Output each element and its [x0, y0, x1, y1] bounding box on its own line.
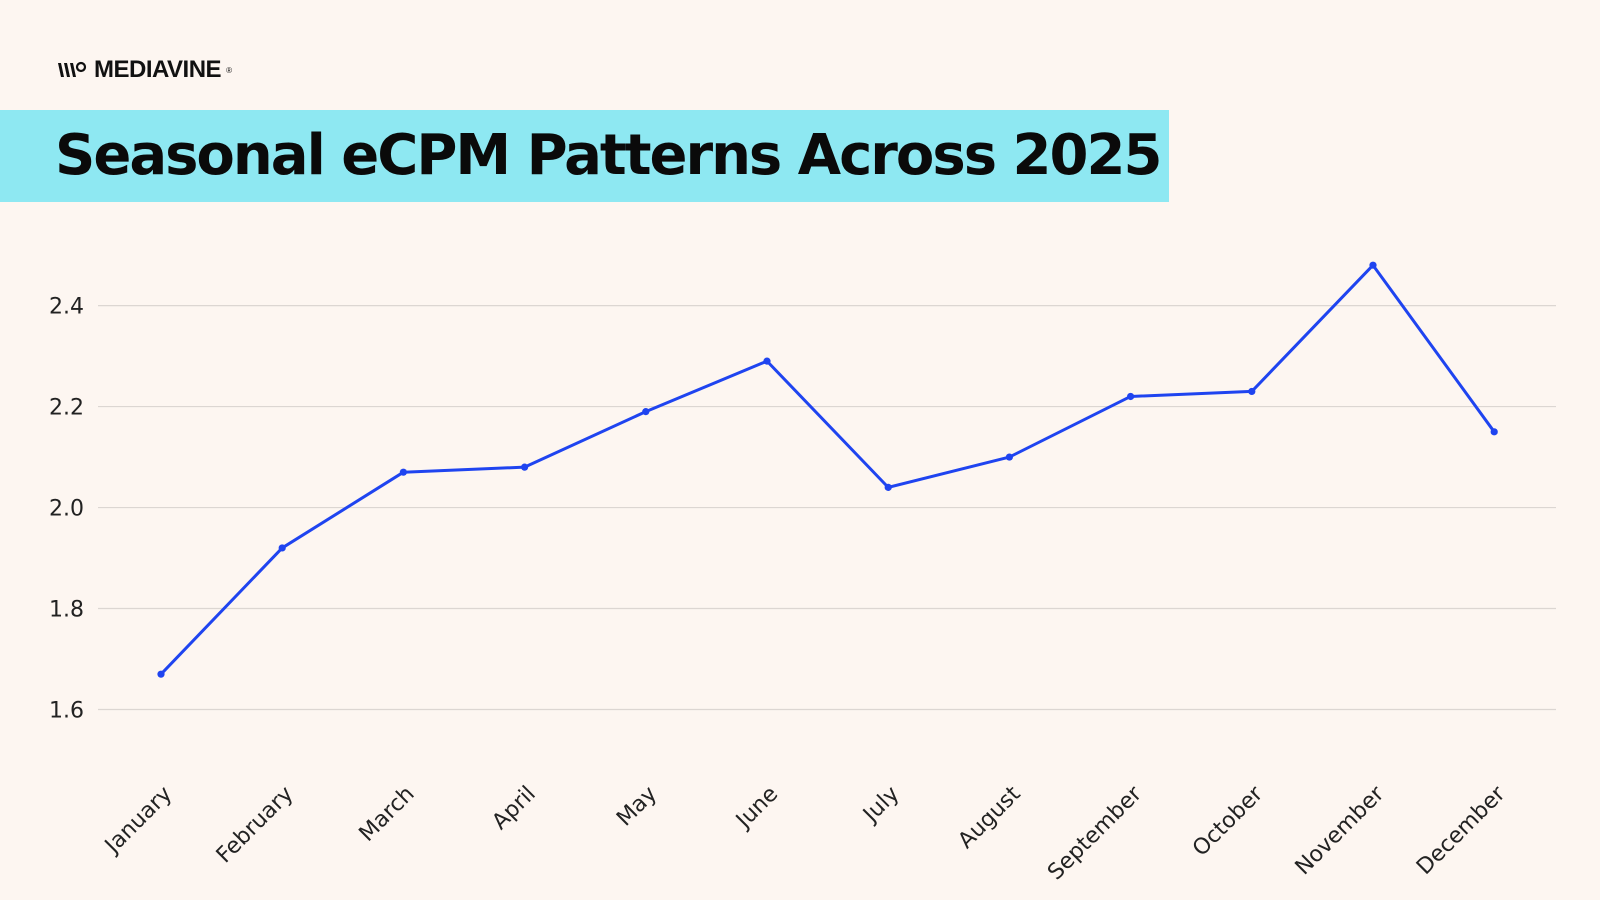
mediavine-logo-icon — [58, 61, 87, 77]
series-line — [159, 263, 1496, 676]
y-tick-label: 2.4 — [49, 295, 84, 320]
x-tick-label: July — [857, 782, 904, 829]
data-point — [521, 463, 529, 471]
data-point — [1127, 392, 1135, 401]
registered-mark: ® — [226, 65, 232, 75]
x-tick-label: November — [1291, 781, 1390, 880]
data-point — [1248, 387, 1256, 396]
brand-logo: MEDIAVINE ® — [56, 58, 232, 82]
x-axis-ticks: January February March April May June July Augu… — [99, 781, 1511, 885]
data-point — [157, 670, 165, 678]
data-point — [399, 468, 407, 476]
brand-name: MEDIAVINE — [94, 56, 222, 83]
chart-title: Seasonal eCPM Patterns Across 2025 — [55, 123, 1162, 188]
data-point — [1369, 261, 1377, 269]
data-point — [642, 408, 650, 416]
x-tick-label: February — [212, 782, 299, 869]
series-line-group — [159, 263, 1496, 676]
x-tick-label: December — [1412, 781, 1511, 880]
y-tick-label: 1.8 — [49, 598, 84, 623]
data-point — [1490, 428, 1498, 436]
x-tick-label: September — [1043, 781, 1147, 885]
y-tick-label: 2.0 — [49, 497, 84, 522]
y-tick-label: 2.2 — [49, 396, 84, 421]
data-point — [278, 544, 286, 552]
x-tick-label: August — [954, 781, 1026, 853]
data-point — [763, 357, 771, 365]
x-tick-label: June — [730, 782, 783, 835]
y-tick-label: 1.6 — [49, 699, 84, 724]
grid-lines — [98, 304, 1556, 711]
data-point — [1005, 453, 1014, 461]
y-axis-ticks: 1.6 1.8 2.0 2.2 2.4 — [49, 295, 84, 724]
x-tick-label: March — [355, 782, 420, 847]
x-tick-label: May — [612, 782, 662, 832]
data-points — [157, 261, 1498, 678]
x-tick-label: April — [488, 782, 541, 835]
data-point — [884, 483, 892, 491]
title-band: Seasonal eCPM Patterns Across 2025 — [0, 110, 1169, 202]
x-tick-label: October — [1188, 781, 1269, 862]
x-tick-label: January — [99, 782, 177, 860]
